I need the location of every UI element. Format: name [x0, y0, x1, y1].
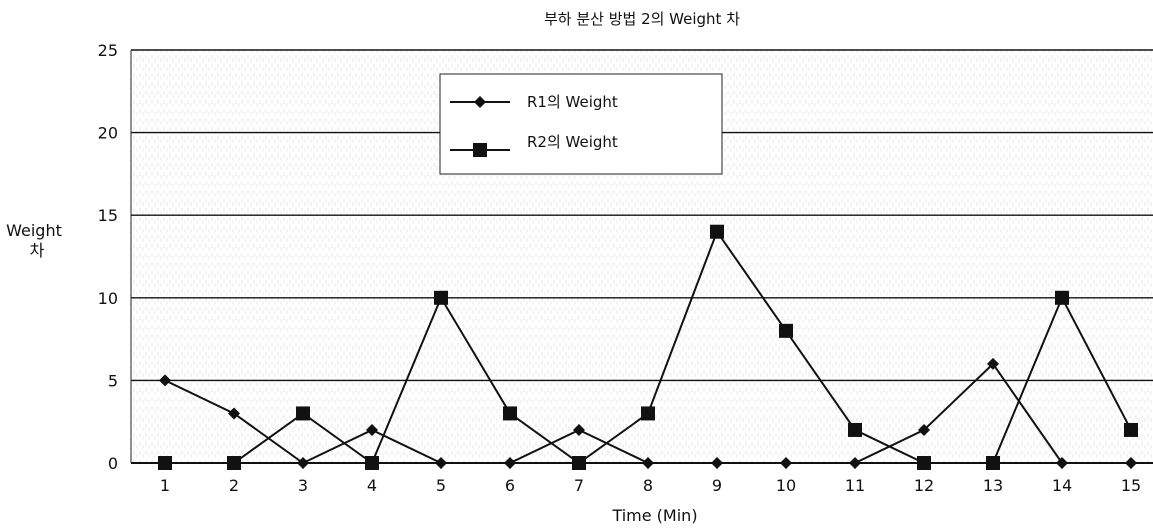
- x-tick-label: 10: [776, 476, 796, 495]
- x-tick-label: 2: [229, 476, 239, 495]
- series-layer: [158, 224, 1138, 470]
- legend-marker-r2: [473, 143, 487, 157]
- series-1-point: [366, 423, 378, 436]
- series-2-point: [986, 456, 1000, 470]
- x-tick-label: 12: [914, 476, 934, 495]
- series-2-point: [296, 406, 310, 421]
- y-axis-label-line1: Weight: [6, 221, 62, 240]
- legend: R1의 Weight R2의 Weight: [439, 73, 723, 175]
- x-tick-label: 11: [845, 476, 865, 495]
- x-tick-label: 4: [367, 476, 377, 495]
- series-1-point: [159, 374, 171, 387]
- series-2-point: [641, 406, 655, 421]
- y-tick-label: 20: [98, 124, 118, 143]
- x-tick-label: 5: [436, 476, 446, 495]
- x-tick-label: 8: [643, 476, 653, 495]
- series-2-point: [227, 456, 241, 470]
- series-2-point: [779, 323, 793, 338]
- x-axis-label: Time (Min): [611, 506, 697, 525]
- y-tick-label: 10: [98, 289, 118, 308]
- legend-box: [439, 73, 723, 175]
- series-1-point: [918, 423, 930, 436]
- y-tick-label: 25: [98, 41, 118, 60]
- x-tick-label: 7: [574, 476, 584, 495]
- y-tick-label: 5: [108, 371, 118, 390]
- legend-label-r1: R1의 Weight: [527, 93, 618, 111]
- y-axis-label-line2: 차: [30, 241, 45, 260]
- series-2-point: [503, 406, 517, 421]
- series-1-point: [1056, 457, 1068, 469]
- series-2-point: [848, 422, 862, 437]
- series-1-point: [642, 457, 654, 469]
- y-tick-labels: 0 5 10 15 20 25: [98, 41, 118, 473]
- series-1-point: [228, 407, 240, 420]
- x-tick-label: 3: [298, 476, 308, 495]
- series-1-point: [297, 457, 309, 469]
- series-2-point: [1055, 290, 1069, 305]
- series-1-point: [849, 457, 861, 469]
- x-tick-label: 15: [1121, 476, 1141, 495]
- x-tick-label: 6: [505, 476, 515, 495]
- x-tick-label: 14: [1052, 476, 1072, 495]
- series-2-point: [434, 290, 448, 305]
- series-1-point: [435, 457, 447, 469]
- series-2-point: [917, 456, 931, 470]
- legend-label-r2: R2의 Weight: [527, 133, 618, 151]
- y-tick-label: 0: [108, 454, 118, 473]
- series-2-point: [572, 456, 586, 470]
- chart-title: 부하 분산 방법 2의 Weight 차: [544, 10, 740, 28]
- series-2-point: [710, 224, 724, 239]
- series-1-point: [504, 457, 516, 469]
- x-tick-label: 13: [983, 476, 1003, 495]
- series-1-point: [573, 423, 585, 436]
- series-1-point: [711, 457, 723, 469]
- series-1-point: [780, 457, 792, 469]
- x-tick-label: 1: [160, 476, 170, 495]
- x-tick-label: 9: [712, 476, 722, 495]
- y-tick-label: 15: [98, 206, 118, 225]
- series-1-point: [1125, 457, 1137, 469]
- series-2-point: [365, 456, 379, 470]
- series-1-point: [987, 357, 999, 370]
- series-2-point: [1124, 422, 1138, 437]
- series-2-point: [158, 456, 172, 470]
- legend-marker-r1: [474, 96, 486, 108]
